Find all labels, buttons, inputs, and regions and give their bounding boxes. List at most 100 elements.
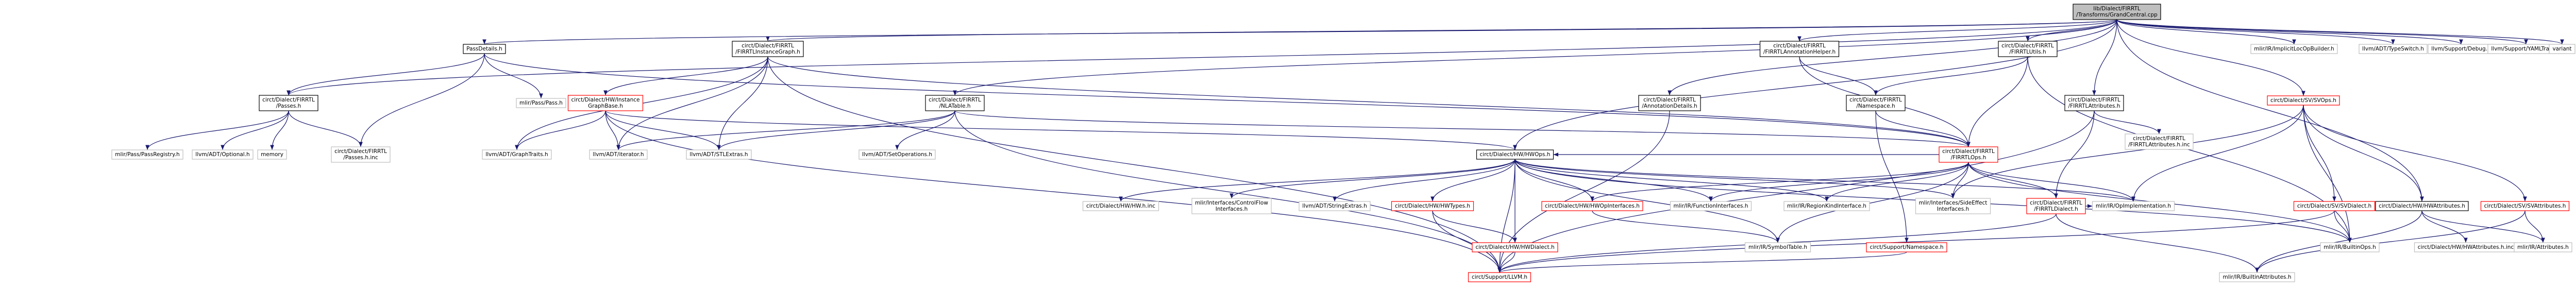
node-box (1299, 201, 1371, 211)
node-attributes[interactable]: mlir/IR/Attributes.h (2514, 242, 2572, 252)
edge-firrtlops-to-regionkind (1825, 162, 1969, 202)
node-optional[interactable]: llvm/ADT/Optional.h (192, 149, 254, 160)
edge-hwops-to-sideeffect (1514, 159, 1955, 199)
node-label: llvm/ADT/Optional.h (195, 151, 249, 158)
node-annotationdetails[interactable]: circt/Dialect/FIRRTL/AnnotationDetails.h (1638, 95, 1701, 111)
node-memory[interactable]: memory (257, 149, 287, 160)
node-label: circt/Dialect/FIRRTL (2133, 135, 2185, 142)
edge-root-to-yamltraits (2116, 19, 2528, 45)
node-passesinc[interactable]: circt/Dialect/FIRRTL/Passes.h.inc (331, 146, 391, 163)
node-label: circt/Dialect/HW/HWOps.h (1480, 151, 1551, 158)
node-iterator[interactable]: llvm/ADT/iterator.h (589, 149, 648, 160)
edge-svattributes-to-attributes (2524, 210, 2545, 243)
node-box (2064, 95, 2124, 111)
edge-instancegraph-to-instancegraphbase (603, 56, 768, 96)
node-label: mlir/Interfaces/ControlFlow (1195, 200, 1268, 206)
node-stringextras[interactable]: llvm/ADT/StringExtras.h (1299, 201, 1371, 211)
node-box (1915, 198, 1991, 214)
node-hwopinterfaces[interactable]: circt/Dialect/HW/HWOpInterfaces.h (1541, 201, 1643, 211)
node-firrtldialect[interactable]: circt/Dialect/FIRRTL/FIRRTLDialect.h (2026, 198, 2086, 214)
node-llvm[interactable]: circt/Support/LLVM.h (1468, 272, 1531, 282)
node-box (1191, 198, 1272, 214)
node-hwtypes[interactable]: circt/Dialect/HW/HWTypes.h (1391, 201, 1474, 211)
node-label: /FIRRTLInstanceGraph.h (735, 49, 800, 55)
node-hwattrsinc[interactable]: circt/Dialect/HW/HWAttributes.h.inc (2414, 242, 2518, 252)
node-regionkind[interactable]: mlir/IR/RegionKindInterface.h (1783, 201, 1870, 211)
node-firrtlutils[interactable]: circt/Dialect/FIRRTL/FIRRTLUtils.h (1998, 41, 2058, 57)
node-box (2320, 242, 2380, 252)
node-label: circt/Dialect/HW/HWTypes.h (1395, 203, 1470, 209)
edge-instancegraphbase-to-graphtraits (515, 110, 606, 150)
node-builtinops[interactable]: mlir/IR/BuiltinOps.h (2320, 242, 2380, 252)
node-graphtraits[interactable]: llvm/ADT/GraphTraits.h (482, 149, 552, 160)
node-box (1082, 201, 1159, 211)
node-hwattributes[interactable]: circt/Dialect/HW/HWAttributes.h (2375, 201, 2469, 211)
node-hwhinc[interactable]: circt/Dialect/HW/HW.h.inc (1082, 201, 1159, 211)
node-label: circt/Dialect/HW/HWAttributes.h (2379, 203, 2465, 209)
node-box (2267, 95, 2340, 106)
node-debug[interactable]: llvm/Support/Debug.h (2428, 44, 2495, 54)
node-box (2514, 242, 2572, 252)
node-typeswitch[interactable]: llvm/ADT/TypeSwitch.h (2359, 44, 2428, 54)
node-opimplementation[interactable]: mlir/IR/OpImplementation.h (2092, 201, 2175, 211)
node-passregistry[interactable]: mlir/Pass/PassRegistry.h (111, 149, 183, 160)
node-firrtlops[interactable]: circt/Dialect/FIRRTL/FIRRTLOps.h (1939, 146, 1998, 163)
node-yamltraits[interactable]: llvm/Support/YAMLTraits.h (2487, 44, 2565, 54)
node-builtinattributes[interactable]: mlir/IR/BuiltinAttributes.h (2219, 272, 2295, 282)
node-firrtlattributes[interactable]: circt/Dialect/FIRRTL/FIRRTLAttributes.h (2064, 95, 2124, 111)
node-box (2293, 201, 2376, 211)
edge-firrtlattributes-to-firrtlattrsinc (2094, 110, 2161, 134)
edge-nltable-to-setoperations (895, 110, 955, 150)
edge-root-to-apint (2116, 19, 2296, 45)
edge-root-to-instancegraph (766, 19, 2117, 42)
node-box (1638, 95, 1701, 111)
node-variant[interactable]: variant (2549, 44, 2575, 54)
node-label: circt/Support/LLVM.h (1472, 274, 1527, 280)
node-box (2549, 44, 2575, 54)
node-annotationhelper[interactable]: circt/Dialect/FIRRTL/FIRRTLAnnotationHel… (1759, 41, 1840, 57)
node-label: variant (2552, 46, 2571, 52)
node-passpasses[interactable]: mlir/Pass/Pass.h (516, 98, 566, 108)
node-hwops[interactable]: circt/Dialect/HW/HWOps.h (1476, 149, 1554, 160)
edge-passdetails-to-passes (287, 53, 485, 96)
node-label: mlir/Interfaces/SideEffect (1919, 200, 1988, 206)
node-label: circt/Dialect/HW/Instance (571, 97, 640, 103)
node-functioninterfaces[interactable]: mlir/IR/FunctionInterfaces.h (1670, 201, 1752, 211)
node-svdialect[interactable]: circt/Dialect/SV/SVDialect.h (2293, 201, 2376, 211)
node-box (259, 95, 318, 111)
node-passes[interactable]: circt/Dialect/FIRRTL/Passes.h (259, 95, 318, 111)
node-passdetails[interactable]: PassDetails.h (463, 44, 506, 54)
edge-passes-to-passregistry (145, 110, 289, 150)
node-instancegraph[interactable]: circt/Dialect/FIRRTL/FIRRTLInstanceGraph… (732, 41, 804, 57)
node-svattributes[interactable]: circt/Dialect/SV/SVAttributes.h (2480, 201, 2570, 211)
edge-root-to-firrtlattributes (2092, 19, 2117, 96)
node-nltable[interactable]: circt/Dialect/FIRRTL/NLATable.h (925, 95, 985, 111)
edge-instancegraph-to-firrtlops (767, 56, 1971, 147)
node-label: mlir/IR/ImplicitLocOpBuilder.h (2254, 46, 2334, 52)
edge-hwops-to-hwopinterfaces (1514, 159, 1594, 202)
edge-passdetails-to-passpasses (484, 53, 543, 99)
node-box (1744, 242, 1811, 252)
edge-hwattributes-to-builtinattributes (2255, 210, 2422, 273)
node-symboltable[interactable]: mlir/IR/SymbolTable.h (1744, 242, 1811, 252)
node-apint[interactable]: mlir/IR/ImplicitLocOpBuilder.h (2250, 44, 2338, 54)
node-svops[interactable]: circt/Dialect/SV/SVOps.h (2267, 95, 2340, 106)
node-box (1939, 146, 1998, 163)
node-hwdialect[interactable]: circt/Dialect/HW/HWDialect.h (1472, 242, 1558, 252)
node-setoperations[interactable]: llvm/ADT/SetOperations.h (858, 149, 936, 160)
node-supportnamespace[interactable]: circt/Support/Namespace.h (1866, 242, 1947, 252)
node-stlextras[interactable]: llvm/ADT/STLExtras.h (686, 149, 752, 160)
edge-instancegraphbase-to-stlextras (605, 110, 721, 150)
node-namespace[interactable]: circt/Dialect/FIRRTL/Namespace.h (1846, 95, 1906, 111)
edge-nltable-to-llvm (954, 110, 1502, 273)
node-box (2359, 44, 2428, 54)
node-label: circt/Dialect/FIRRTL (2068, 97, 2120, 103)
node-firrtlattrsinc[interactable]: circt/Dialect/FIRRTL/FIRRTLAttributes.h.… (2125, 133, 2194, 150)
edge-svops-to-hwattributes (2303, 105, 2424, 202)
node-label: mlir/Pass/PassRegistry.h (115, 151, 179, 158)
node-label: /Passes.h (276, 103, 301, 109)
node-label: circt/Dialect/FIRRTL (1849, 97, 1902, 103)
